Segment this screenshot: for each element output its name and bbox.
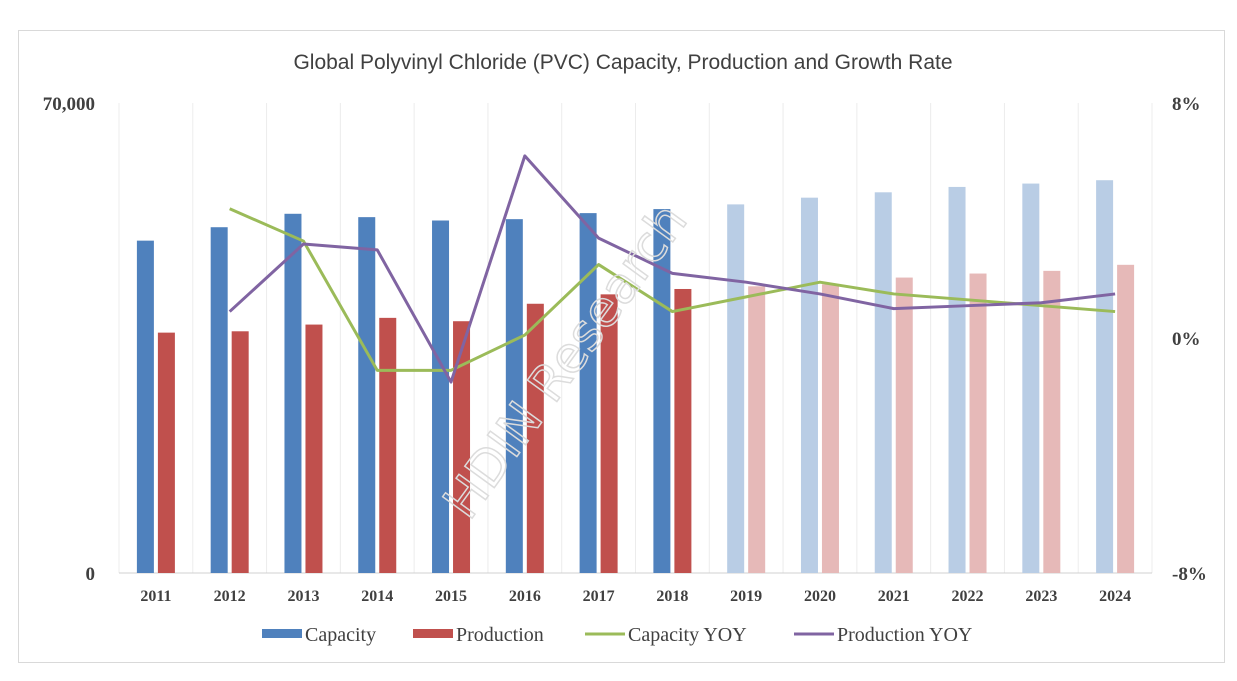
x-tick-label-2019: 2019 xyxy=(730,588,762,605)
right-axis-tick-max: 8% xyxy=(1172,94,1201,115)
x-tick-label-2012: 2012 xyxy=(214,588,246,605)
yoy-lines xyxy=(228,154,1116,384)
x-tick-label-2022: 2022 xyxy=(952,588,984,605)
legend-label-capacity: Capacity xyxy=(305,624,376,646)
bar-production-2017 xyxy=(600,294,618,573)
x-tick-label-2016: 2016 xyxy=(509,588,541,605)
bar-production-2013 xyxy=(305,324,323,573)
x-axis-labels: 2011 2012 2013 2014 2015 2016 2017 2018 2019 2020… xyxy=(140,588,1131,605)
x-tick-label-2024: 2024 xyxy=(1099,588,1131,605)
legend-item-production: Production xyxy=(413,624,544,646)
bar-production-2020 xyxy=(821,284,839,573)
bar-capacity-2012 xyxy=(210,227,228,573)
chart-title: Global Polyvinyl Chloride (PVC) Capacity… xyxy=(293,51,952,74)
bar-production-2011 xyxy=(157,332,175,573)
x-tick-label-2014: 2014 xyxy=(361,588,393,605)
axes: 70,000 0 8% 0% -8% xyxy=(43,94,1207,585)
x-tick-label-2011: 2011 xyxy=(140,588,171,605)
bar-capacity-2021 xyxy=(874,192,892,574)
bar-capacity-2023 xyxy=(1022,183,1040,574)
bar-production-2022 xyxy=(969,273,987,573)
line-production-yoy xyxy=(228,154,1116,384)
bar-production-2015 xyxy=(453,321,471,573)
legend-label-production-yoy: Production YOY xyxy=(837,624,972,646)
legend: Capacity Production Capacity YOY Product… xyxy=(262,624,972,646)
chart-frame: Global Polyvinyl Chloride (PVC) Capacity… xyxy=(18,30,1225,663)
bar-capacity-2014 xyxy=(358,217,376,573)
bar-capacity-2018 xyxy=(653,209,671,574)
bar-capacity-2019 xyxy=(727,204,745,573)
bar-production-2018 xyxy=(674,288,692,573)
legend-item-capacity-yoy: Capacity YOY xyxy=(585,624,747,646)
bar-capacity-2022 xyxy=(948,186,966,573)
legend-item-capacity: Capacity xyxy=(262,624,376,646)
bar-production-2014 xyxy=(379,317,397,573)
gridlines xyxy=(118,103,1153,574)
x-tick-label-2015: 2015 xyxy=(435,588,467,605)
legend-label-production: Production xyxy=(456,624,544,646)
right-axis-tick-min: -8% xyxy=(1172,564,1207,585)
x-tick-label-2017: 2017 xyxy=(583,588,615,605)
x-tick-label-2021: 2021 xyxy=(878,588,910,605)
x-tick-label-2020: 2020 xyxy=(804,588,836,605)
legend-swatch-capacity xyxy=(262,629,302,638)
bar-capacity-2024 xyxy=(1096,180,1114,573)
left-axis-tick-min: 0 xyxy=(86,564,96,585)
bar-capacity-2011 xyxy=(136,240,154,573)
bar-production-2021 xyxy=(895,277,913,573)
bar-production-2016 xyxy=(526,303,544,573)
bar-capacity-2016 xyxy=(505,219,523,573)
bar-capacity-2015 xyxy=(432,220,450,573)
x-tick-label-2018: 2018 xyxy=(656,588,688,605)
bar-capacity-2017 xyxy=(579,213,597,573)
x-tick-label-2023: 2023 xyxy=(1025,588,1057,605)
right-axis-tick-mid: 0% xyxy=(1172,329,1201,350)
x-tick-label-2013: 2013 xyxy=(287,588,319,605)
bar-production-2024 xyxy=(1117,264,1135,573)
legend-label-capacity-yoy: Capacity YOY xyxy=(628,624,747,646)
bar-capacity-2020 xyxy=(800,197,818,573)
bar-production-2023 xyxy=(1043,270,1061,573)
legend-item-production-yoy: Production YOY xyxy=(794,624,972,646)
left-axis-tick-max: 70,000 xyxy=(43,94,95,115)
chart-canvas: Global Polyvinyl Chloride (PVC) Capacity… xyxy=(43,51,1207,646)
line-capacity-yoy xyxy=(229,207,1116,372)
bar-production-2012 xyxy=(231,331,249,573)
bar-production-2019 xyxy=(748,286,766,573)
legend-swatch-production xyxy=(413,629,453,638)
bar-capacity-2013 xyxy=(284,213,302,574)
